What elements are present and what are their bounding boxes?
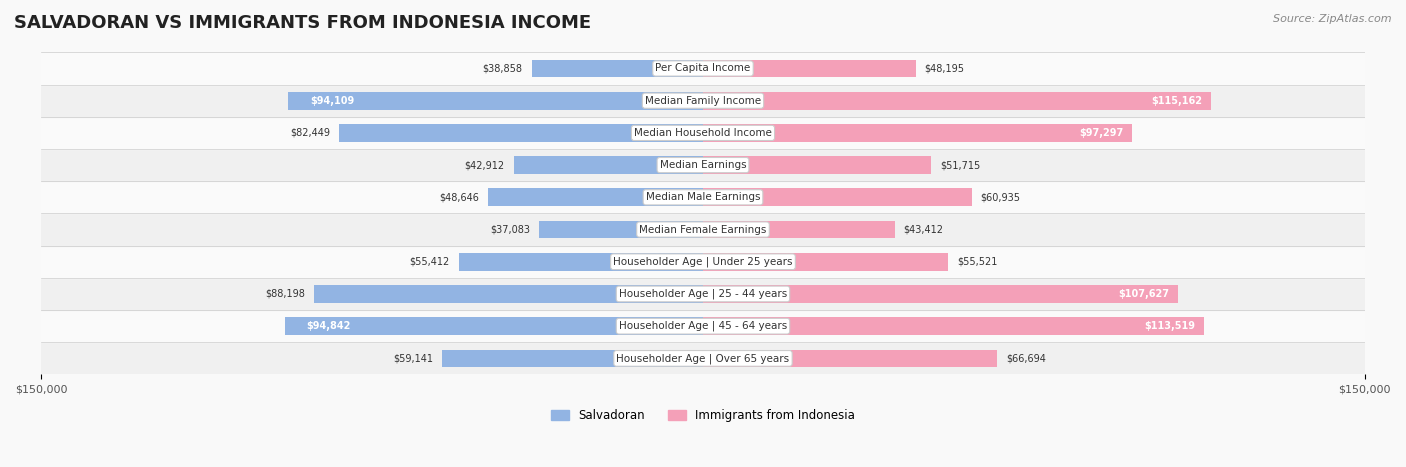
Text: Per Capita Income: Per Capita Income [655, 64, 751, 73]
Text: $38,858: $38,858 [482, 64, 523, 73]
Text: Source: ZipAtlas.com: Source: ZipAtlas.com [1274, 14, 1392, 24]
Text: Median Male Earnings: Median Male Earnings [645, 192, 761, 202]
Bar [703, 349, 997, 367]
Bar [41, 246, 1365, 278]
Bar [314, 285, 703, 303]
Bar [41, 149, 1365, 181]
Bar [41, 213, 1365, 246]
Bar [488, 189, 703, 206]
Text: $51,715: $51,715 [941, 160, 980, 170]
Bar [703, 285, 1178, 303]
Text: Median Earnings: Median Earnings [659, 160, 747, 170]
Text: $37,083: $37,083 [491, 225, 530, 234]
Text: $94,109: $94,109 [309, 96, 354, 106]
Bar [703, 221, 894, 238]
Text: $43,412: $43,412 [903, 225, 943, 234]
Legend: Salvadoran, Immigrants from Indonesia: Salvadoran, Immigrants from Indonesia [546, 404, 860, 426]
Text: $59,141: $59,141 [394, 354, 433, 363]
Text: Median Female Earnings: Median Female Earnings [640, 225, 766, 234]
Bar [703, 317, 1204, 335]
Text: $48,646: $48,646 [440, 192, 479, 202]
Bar [41, 117, 1365, 149]
Bar [41, 278, 1365, 310]
Text: $94,842: $94,842 [307, 321, 352, 331]
Bar [703, 92, 1211, 110]
Text: Householder Age | Over 65 years: Householder Age | Over 65 years [616, 353, 790, 364]
Bar [703, 189, 972, 206]
Text: $42,912: $42,912 [465, 160, 505, 170]
Bar [458, 253, 703, 270]
Bar [284, 317, 703, 335]
Text: $107,627: $107,627 [1118, 289, 1168, 299]
Bar [339, 124, 703, 142]
Bar [703, 60, 915, 78]
Bar [41, 342, 1365, 375]
Text: Householder Age | 25 - 44 years: Householder Age | 25 - 44 years [619, 289, 787, 299]
Text: $88,198: $88,198 [266, 289, 305, 299]
Text: $113,519: $113,519 [1144, 321, 1195, 331]
Text: $97,297: $97,297 [1080, 128, 1123, 138]
Bar [441, 349, 703, 367]
Bar [703, 156, 931, 174]
Text: Householder Age | Under 25 years: Householder Age | Under 25 years [613, 256, 793, 267]
Text: Median Household Income: Median Household Income [634, 128, 772, 138]
Bar [703, 253, 948, 270]
Bar [41, 181, 1365, 213]
Text: $60,935: $60,935 [980, 192, 1021, 202]
Text: $115,162: $115,162 [1152, 96, 1202, 106]
Text: Median Family Income: Median Family Income [645, 96, 761, 106]
Text: $66,694: $66,694 [1007, 354, 1046, 363]
Text: $55,412: $55,412 [409, 257, 450, 267]
Text: Householder Age | 45 - 64 years: Householder Age | 45 - 64 years [619, 321, 787, 332]
Text: SALVADORAN VS IMMIGRANTS FROM INDONESIA INCOME: SALVADORAN VS IMMIGRANTS FROM INDONESIA … [14, 14, 591, 32]
Bar [288, 92, 703, 110]
Bar [703, 124, 1132, 142]
Bar [540, 221, 703, 238]
Bar [41, 85, 1365, 117]
Text: $55,521: $55,521 [956, 257, 997, 267]
Text: $82,449: $82,449 [291, 128, 330, 138]
Bar [513, 156, 703, 174]
Text: $48,195: $48,195 [924, 64, 965, 73]
Bar [531, 60, 703, 78]
Bar [41, 310, 1365, 342]
Bar [41, 52, 1365, 85]
